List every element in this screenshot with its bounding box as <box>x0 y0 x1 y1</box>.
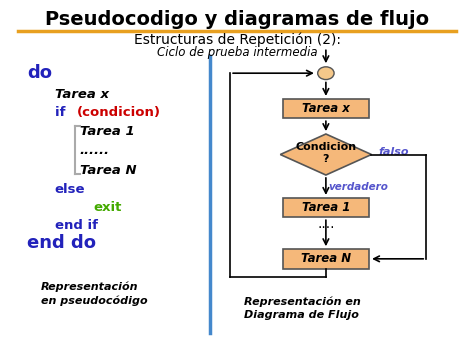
Text: end do: end do <box>27 234 96 252</box>
Text: ......: ...... <box>80 144 110 158</box>
Text: Tarea N: Tarea N <box>301 252 351 265</box>
Text: (condicion): (condicion) <box>76 105 161 119</box>
Text: ····: ···· <box>317 221 335 235</box>
Polygon shape <box>280 134 372 175</box>
Text: Pseudocodigo y diagramas de flujo: Pseudocodigo y diagramas de flujo <box>45 10 429 28</box>
Text: Representación en
Diagrama de Flujo: Representación en Diagrama de Flujo <box>244 296 361 320</box>
Text: Ciclo de prueba intermedia: Ciclo de prueba intermedia <box>157 46 317 59</box>
Text: Tarea 1: Tarea 1 <box>301 201 350 214</box>
Text: if: if <box>55 105 70 119</box>
Text: end if: end if <box>55 219 98 232</box>
Text: Tarea x: Tarea x <box>55 88 109 101</box>
FancyBboxPatch shape <box>283 249 369 268</box>
Text: Estructuras de Repetición (2):: Estructuras de Repetición (2): <box>134 33 340 47</box>
Text: do: do <box>27 64 52 82</box>
Text: Condicion
?: Condicion ? <box>295 142 356 164</box>
Text: Tarea N: Tarea N <box>80 164 137 177</box>
FancyBboxPatch shape <box>283 198 369 217</box>
Text: else: else <box>55 184 85 196</box>
Text: Tarea x: Tarea x <box>302 102 350 115</box>
Text: Tarea 1: Tarea 1 <box>80 125 135 138</box>
Text: falso: falso <box>378 147 409 157</box>
FancyBboxPatch shape <box>283 99 369 118</box>
Text: verdadero: verdadero <box>328 182 388 192</box>
Text: exit: exit <box>93 201 122 214</box>
Text: Representación
en pseudocódigo: Representación en pseudocódigo <box>41 282 147 306</box>
Circle shape <box>318 67 334 80</box>
